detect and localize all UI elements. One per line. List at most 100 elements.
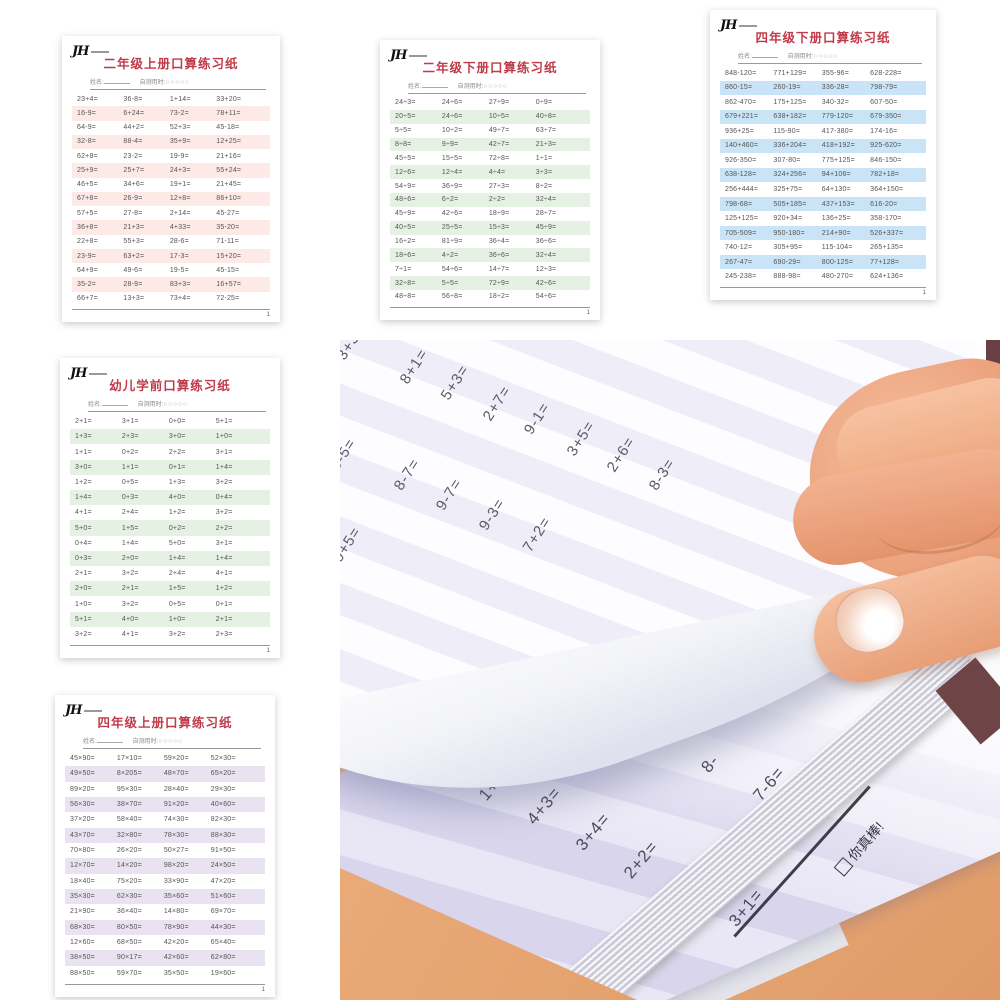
name-label: 姓名:: [738, 54, 752, 60]
problem-row: 35×30= 62×30= 35×60= 51×60=: [65, 888, 265, 905]
problem: 2+2=: [168, 448, 186, 456]
page-number: 1: [72, 309, 270, 318]
time-label: 自测用时:: [139, 80, 166, 86]
problem-row: 23-9= 63+2= 17-3= 15+20=: [72, 248, 270, 264]
problem-row: 16÷2= 81÷9= 36÷4= 36÷6=: [390, 235, 590, 249]
problem-row: 7÷1= 54÷6= 14÷7= 12÷3=: [390, 262, 590, 276]
brand-logo-text: JH: [70, 366, 87, 381]
problem: 0+3=: [121, 494, 139, 502]
time-label: 自测用时:: [132, 739, 159, 745]
problem-row: 64+9= 49-6= 19-5= 45-15=: [72, 263, 270, 277]
problem: 8÷8=: [395, 141, 412, 148]
problem: 12÷3=: [535, 265, 557, 273]
problem: 32-8=: [77, 138, 97, 146]
problem: 49×50=: [70, 770, 95, 778]
name-label: 姓名:: [90, 80, 104, 86]
problem: 47×20=: [210, 877, 236, 885]
problem: 679+221=: [725, 113, 759, 121]
problem: 0+2=: [168, 524, 186, 532]
worksheet-meta: 姓名: 自测用时:○○○○○: [88, 399, 266, 412]
problem: 73-2=: [169, 109, 189, 117]
problem: 38×70=: [116, 801, 142, 809]
problem: 28-9=: [123, 281, 143, 289]
problem: 779-120=: [821, 113, 854, 121]
problem: 16-9=: [77, 109, 97, 117]
problem-row: 740-12= 305+95= 115-104= 265+135=: [720, 240, 926, 255]
problem: 42÷6=: [441, 210, 463, 218]
problem: 245-238=: [725, 273, 757, 281]
problem: 214+90=: [821, 229, 851, 237]
rating-circles: ○○○○○: [163, 401, 188, 408]
problem: 54÷9=: [395, 182, 416, 190]
problem: 27÷3=: [488, 182, 510, 190]
problem: 616-20=: [870, 200, 898, 208]
problem: 72-25=: [216, 295, 240, 303]
problem-row: 3+0= 1+1= 0+1= 1+4=: [70, 459, 270, 475]
problem: 1+14=: [169, 95, 191, 103]
problem: 3+0=: [168, 433, 186, 441]
problem: 862-470=: [725, 98, 757, 106]
problem: 64+9=: [77, 266, 98, 274]
problem: 325+75=: [773, 186, 803, 194]
problem: 56÷8=: [441, 293, 463, 301]
problem: 0+4=: [75, 539, 92, 547]
problem: 125+125=: [725, 215, 759, 223]
problem-row: 2+1= 3+1= 0+0= 5+1=: [70, 414, 270, 429]
problem-row: 48÷6= 6÷2= 2÷2= 32÷4=: [390, 193, 590, 207]
problem: 13+3=: [123, 295, 145, 303]
problem: 25÷5=: [441, 224, 463, 232]
problem: 1+3=: [75, 433, 92, 441]
problem: 52+3=: [169, 124, 191, 132]
problem: 860-15=: [725, 84, 753, 92]
problem: 798-79=: [870, 84, 898, 92]
problem-row: 5÷5= 10÷2= 49÷7= 63÷7=: [390, 124, 590, 138]
problem-row: 40÷5= 25÷5= 15÷3= 45÷9=: [390, 220, 590, 235]
problem: 40÷5=: [395, 224, 416, 232]
problem-row: 12×60= 68×50= 42×20= 65×40=: [65, 935, 265, 950]
problem: 45-18=: [216, 124, 240, 132]
worksheet-card-grade2-vol1: JH 二年级上册口算练习纸 姓名: 自测用时:○○○○○ 23+4= 36-8= 1…: [62, 36, 280, 322]
problem: 91×20=: [163, 801, 189, 809]
problem-row: 88×50= 59×70= 35×50= 19×60=: [65, 966, 265, 981]
problem: 798-68=: [725, 200, 753, 208]
problem: 5+0=: [168, 539, 186, 547]
problem: 38×50=: [70, 954, 95, 962]
page-number: 1: [65, 984, 265, 993]
problem: 0+4=: [215, 494, 233, 502]
problem: 0+2=: [121, 448, 139, 456]
problem: 88×30=: [210, 831, 236, 839]
problem-row: 0+3= 2+0= 1+4= 1+4=: [70, 550, 270, 567]
problem: 4+0=: [168, 494, 186, 502]
problem: 324+256=: [773, 171, 807, 179]
problem-grid: 23+4= 36-8= 1+14= 33+20= 16-9= 6+24= 73-2= 78+1…: [72, 92, 270, 306]
problem-row: 862-470= 175+125= 340-32= 607-50=: [720, 95, 926, 110]
problem: 1+0=: [215, 433, 233, 441]
problem: 5÷5=: [441, 279, 459, 287]
problem-grid: 24÷3= 24÷6= 27÷9= 0÷9= 20÷5= 24÷6= 10÷5= 40÷8= 5…: [390, 96, 590, 304]
problem: 98×20=: [163, 862, 189, 870]
name-blank: [101, 400, 128, 406]
problem: 2+3=: [215, 630, 233, 638]
problem: 340-32=: [821, 98, 850, 106]
problem-row: 1+3= 2+3= 3+0= 1+0=: [70, 429, 270, 445]
problem: 57+5=: [77, 209, 98, 217]
problem: 2+1=: [75, 570, 92, 578]
problem: 36+8=: [77, 224, 98, 232]
problem-row: 2+1= 3+2= 2+4= 4+1=: [70, 566, 270, 581]
problem: 95×30=: [116, 785, 142, 793]
problem: 336+204=: [773, 142, 807, 150]
problem: 80×50=: [116, 923, 142, 931]
problem: 32÷8=: [395, 279, 416, 287]
problem: 1+4=: [215, 463, 233, 471]
name-label: 姓名:: [88, 402, 102, 408]
page-number: 1: [720, 287, 926, 296]
problem: 36-8=: [123, 95, 143, 103]
worksheet-title: 四年级上册口算练习纸: [97, 715, 233, 730]
problem: 42÷7=: [488, 141, 510, 148]
problem: 417-380=: [821, 127, 854, 135]
problem: 0÷9=: [535, 99, 553, 107]
problem: 33×90=: [163, 877, 189, 885]
problem: 94+106=: [821, 171, 851, 179]
problem: 65×20=: [210, 770, 236, 778]
problem-row: 256+444= 325+75= 64+130= 364+150=: [720, 182, 926, 197]
